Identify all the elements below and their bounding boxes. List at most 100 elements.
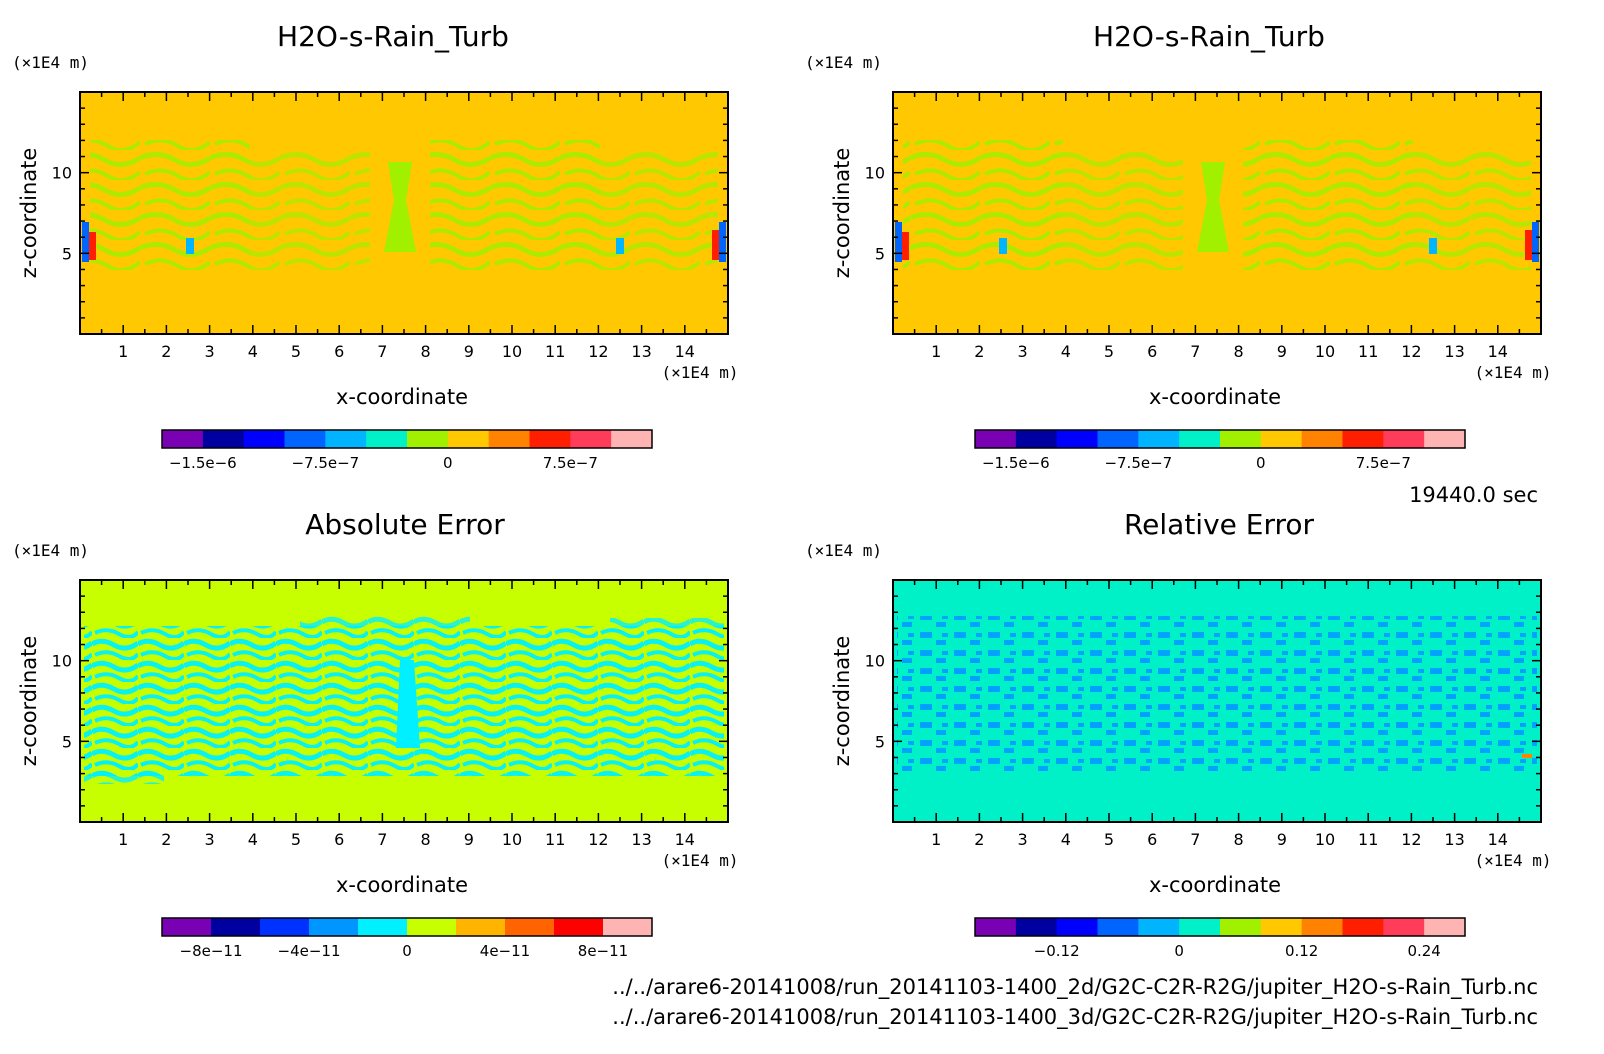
- x-tick-label: 3: [205, 342, 215, 361]
- x-tick-label: 7: [377, 830, 387, 849]
- x-tick-label: 11: [545, 342, 565, 361]
- z-tick-label: 10: [52, 164, 72, 183]
- x-tick-label: 1: [931, 830, 941, 849]
- x-tick-label: 14: [1488, 342, 1508, 361]
- field-pattern: [895, 140, 1539, 270]
- colorbar-swatch: [1097, 430, 1139, 448]
- z-tick-label: 5: [62, 244, 72, 263]
- x-tick-label: 8: [1234, 830, 1244, 849]
- colorbar-swatch: [488, 430, 530, 448]
- field-pattern: [84, 616, 724, 784]
- colorbar-label: −1.5e−6: [169, 454, 237, 472]
- colorbar-label: −7.5e−7: [1104, 454, 1172, 472]
- x-tick-label: 4: [1061, 342, 1071, 361]
- x-tick-label: 9: [464, 830, 474, 849]
- x-tick-label: 9: [1277, 830, 1287, 849]
- x-tick-label: 6: [334, 830, 344, 849]
- x-tick-label: 13: [1444, 830, 1464, 849]
- x-tick-label: 14: [675, 830, 695, 849]
- z-unit-label: (×1E4 m): [805, 53, 882, 72]
- x-axis-label: x-coordinate: [1149, 873, 1281, 897]
- x-tick-label: 10: [502, 830, 522, 849]
- colorbar-swatch: [456, 918, 506, 936]
- x-tick-label: 5: [1104, 342, 1114, 361]
- colorbar-swatch: [1179, 430, 1221, 448]
- colorbar-label: −4e−11: [278, 942, 341, 960]
- z-tick-label: 5: [875, 732, 885, 751]
- colorbar: −0.12 0 0.12 0.24: [974, 917, 1466, 960]
- z-axis-label: z-coordinate: [830, 636, 854, 767]
- z-axis: 5 10: [52, 595, 728, 807]
- x-tick-label: 1: [118, 830, 128, 849]
- colorbar-swatch: [505, 918, 555, 936]
- colorbar-swatch: [447, 430, 490, 448]
- z-axis-label: z-coordinate: [17, 148, 41, 279]
- colorbar-label: 7.5e−7: [543, 454, 598, 472]
- colorbar-swatch: [366, 430, 408, 448]
- x-axis: 1 2 3 4 5 6 7 8 9 10 11 12 13 14: [100, 580, 708, 849]
- x-axis-label: x-coordinate: [1149, 385, 1281, 409]
- z-tick-label: 10: [52, 652, 72, 671]
- colorbar-swatch: [1383, 430, 1425, 448]
- x-tick-label: 10: [502, 342, 522, 361]
- colorbar-swatch: [1424, 918, 1466, 936]
- x-tick-label: 6: [334, 342, 344, 361]
- colorbar-swatch: [1056, 430, 1098, 448]
- x-tick-label: 7: [1190, 342, 1200, 361]
- colorbar-swatch: [162, 918, 212, 936]
- x-tick-label: 14: [1488, 830, 1508, 849]
- z-tick-label: 5: [62, 732, 72, 751]
- colorbar-swatch: [554, 918, 604, 936]
- colorbar-label: 0: [443, 454, 453, 472]
- x-tick-label: 2: [161, 830, 171, 849]
- file-path-2d: ../../arare6-20141008/run_20141103-1400_…: [612, 975, 1538, 1000]
- x-tick-label: 2: [974, 342, 984, 361]
- colorbar-swatch: [1097, 918, 1139, 936]
- x-tick-label: 14: [675, 342, 695, 361]
- colorbar-swatch: [1424, 430, 1466, 448]
- x-tick-label: 12: [588, 342, 608, 361]
- x-tick-label: 13: [631, 342, 651, 361]
- colorbar-swatch: [1015, 918, 1058, 936]
- x-tick-label: 11: [1358, 342, 1378, 361]
- colorbar-swatch: [211, 918, 261, 936]
- z-unit-label: (×1E4 m): [12, 541, 89, 560]
- x-tick-label: 9: [1277, 342, 1287, 361]
- file-path-3d: ../../arare6-20141008/run_20141103-1400_…: [612, 1005, 1538, 1030]
- field-pattern: [897, 616, 1537, 776]
- colorbar-swatch: [1138, 918, 1180, 936]
- colorbar-frame: [161, 429, 653, 449]
- x-unit-label: (×1E4 m): [1474, 363, 1551, 382]
- colorbar-label: 0.24: [1407, 942, 1440, 960]
- z-axis-label: z-coordinate: [17, 636, 41, 767]
- x-tick-label: 2: [161, 342, 171, 361]
- x-tick-label: 13: [1444, 342, 1464, 361]
- x-tick-label: 7: [1190, 830, 1200, 849]
- colorbar-swatch: [1260, 918, 1303, 936]
- colorbar-label: 0.12: [1285, 942, 1318, 960]
- colorbar-swatch: [975, 430, 1017, 448]
- colorbar-swatch: [1179, 918, 1221, 936]
- z-tick-label: 10: [865, 164, 885, 183]
- x-tick-label: 6: [1147, 830, 1157, 849]
- z-axis-label: z-coordinate: [830, 148, 854, 279]
- plot-frame: [892, 91, 1542, 335]
- x-tick-label: 2: [974, 830, 984, 849]
- colorbar-swatch: [309, 918, 359, 936]
- x-tick-label: 1: [931, 342, 941, 361]
- colorbar-label: 4e−11: [480, 942, 530, 960]
- x-tick-label: 10: [1315, 342, 1335, 361]
- field-pattern: [82, 140, 726, 270]
- panel-bottom-right: Relative Error (×1E4 m) 1 2 3 4 5 6 7 8 9 10 11 12 1…: [805, 508, 1552, 960]
- x-unit-label: (×1E4 m): [661, 851, 738, 870]
- colorbar-swatch: [358, 918, 408, 936]
- colorbar-swatch: [325, 430, 367, 448]
- colorbar-swatch: [1260, 430, 1303, 448]
- z-tick-label: 5: [875, 244, 885, 263]
- colorbar-label: −1.5e−6: [982, 454, 1050, 472]
- panel-bottom-left: Absolute Error (×1E4 m) 1 2 3 4 5 6 7 8 9 10 11 12 1…: [12, 508, 739, 960]
- x-tick-label: 10: [1315, 830, 1335, 849]
- x-tick-label: 4: [1061, 830, 1071, 849]
- x-tick-label: 3: [205, 830, 215, 849]
